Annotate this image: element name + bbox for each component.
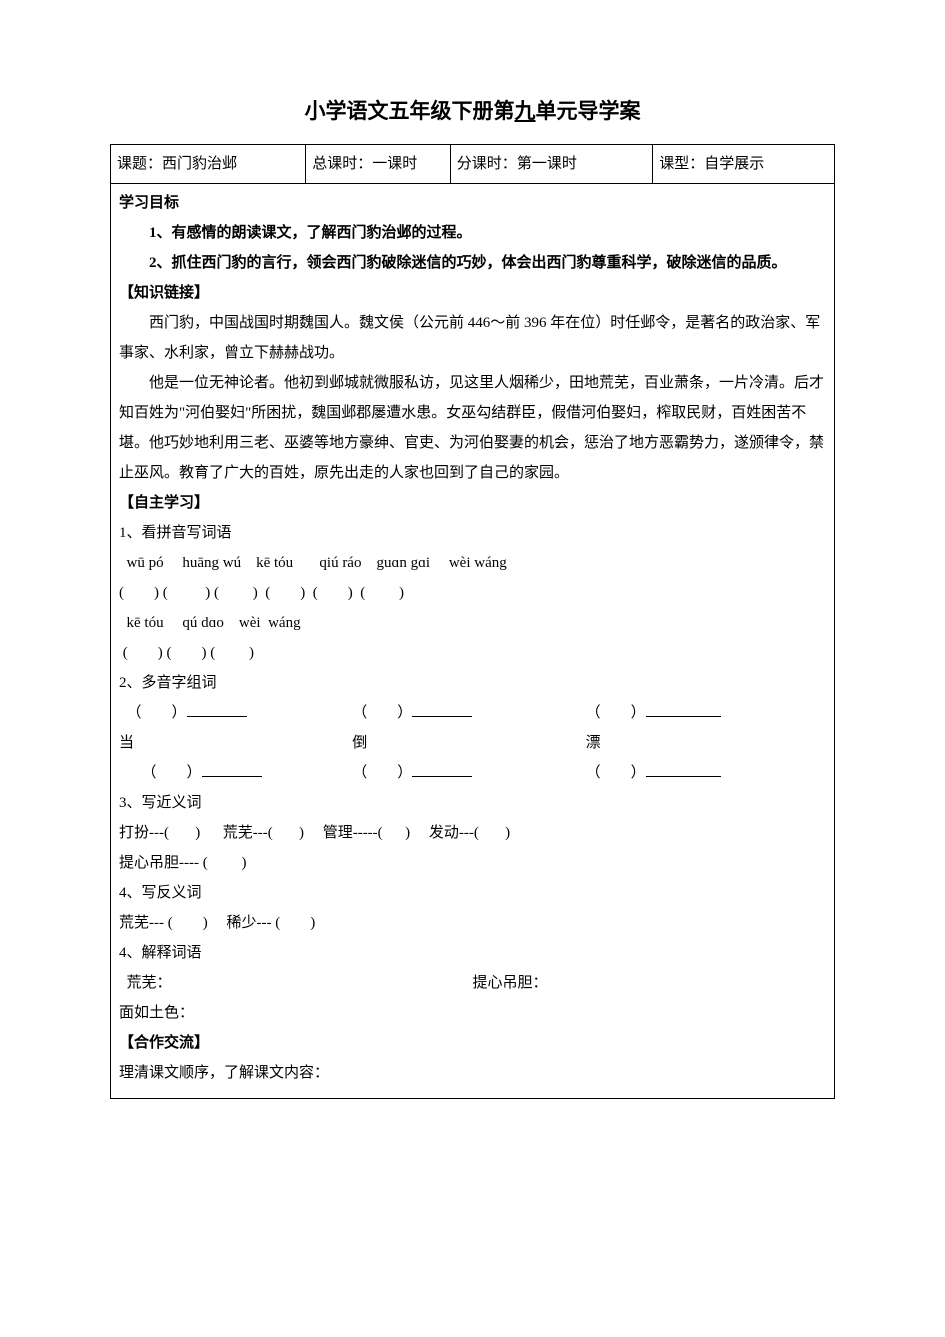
fill-blank <box>412 702 472 717</box>
cooperation-line: 理清课文顺序，了解课文内容： <box>119 1058 826 1088</box>
header-topic: 课题：西门豹治邺 <box>111 145 306 183</box>
polyphone-bottom-row: （ ） （ ） （ ） <box>119 758 826 788</box>
poly-bot-1: （ ） <box>119 758 352 788</box>
header-row: 课题：西门豹治邺 总课时：一课时 分课时：第一课时 课型：自学展示 <box>111 145 834 184</box>
header-type: 课型：自学展示 <box>653 145 834 183</box>
type-value: 自学展示 <box>704 156 764 172</box>
blank-row-2: ( ) ( ) ( ) <box>119 638 826 668</box>
goal-2: 2、抓住西门豹的言行，领会西门豹破除迷信的巧妙，体会出西门豹尊重科学，破除迷信的… <box>119 248 826 278</box>
document-box: 课题：西门豹治邺 总课时：一课时 分课时：第一课时 课型：自学展示 学习目标 1… <box>110 144 835 1099</box>
topic-label: 课题： <box>117 156 162 172</box>
total-value: 一课时 <box>372 156 417 172</box>
exercise-2-head: 2、多音字组词 <box>119 668 826 698</box>
polyphone-char-row: 当 倒 漂 <box>119 728 826 758</box>
goal-1: 1、有感情的朗读课文，了解西门豹治邺的过程。 <box>119 218 826 248</box>
exercise-3-head: 3、写近义词 <box>119 788 826 818</box>
fill-blank <box>412 762 472 777</box>
fill-blank <box>646 702 721 717</box>
title-underlined: 九 <box>515 99 536 123</box>
polyphone-top-row: （ ） （ ） （ ） <box>119 698 826 728</box>
antonym-row: 荒芜--- ( ) 稀少--- ( ) <box>119 908 826 938</box>
goals-head: 学习目标 <box>119 188 826 218</box>
poly-bot-2: （ ） <box>352 758 585 788</box>
type-label: 课型： <box>659 156 704 172</box>
sub-label: 分课时： <box>457 156 517 172</box>
sub-value: 第一课时 <box>517 156 577 172</box>
link-paragraph-1: 西门豹，中国战国时期魏国人。魏文侯（公元前 446～前 396 年在位）时任邺令… <box>119 308 826 368</box>
poly-top-1: （ ） <box>119 698 352 728</box>
poly-top-3: （ ） <box>586 698 819 728</box>
definition-row-1: 荒芜： 提心吊胆： <box>119 968 826 998</box>
blank-row-1: ( ) ( ) ( ) ( ) ( ) ( ) <box>119 578 826 608</box>
poly-char-1: 当 <box>119 728 352 758</box>
self-study-head: 【自主学习】 <box>119 488 826 518</box>
content-area: 学习目标 1、有感情的朗读课文，了解西门豹治邺的过程。 2、抓住西门豹的言行，领… <box>111 184 834 1098</box>
header-total: 总课时：一课时 <box>306 145 451 183</box>
page-title: 小学语文五年级下册第九单元导学案 <box>110 90 835 132</box>
exercise-1-head: 1、看拼音写词语 <box>119 518 826 548</box>
definition-row-2: 面如土色： <box>119 998 826 1028</box>
pinyin-row-2: kē tóu qú dɑo wèi wáng <box>119 608 826 638</box>
knowledge-link-head: 【知识链接】 <box>119 278 826 308</box>
poly-bot-3: （ ） <box>586 758 819 788</box>
title-suffix: 单元导学案 <box>536 99 641 123</box>
header-sub: 分课时：第一课时 <box>451 145 653 183</box>
fill-blank <box>646 762 721 777</box>
total-label: 总课时： <box>312 156 372 172</box>
poly-char-3: 漂 <box>586 728 819 758</box>
fill-blank <box>187 702 247 717</box>
synonym-row-2: 提心吊胆---- ( ) <box>119 848 826 878</box>
title-prefix: 小学语文五年级下册第 <box>305 99 515 123</box>
def-1a: 荒芜： <box>119 968 473 998</box>
topic-value: 西门豹治邺 <box>162 156 237 172</box>
poly-char-2: 倒 <box>352 728 585 758</box>
cooperation-head: 【合作交流】 <box>119 1028 826 1058</box>
pinyin-row-1: wū pó huāng wú kē tóu qiú ráo guɑn gɑi w… <box>119 548 826 578</box>
exercise-4-head: 4、写反义词 <box>119 878 826 908</box>
link-paragraph-2: 他是一位无神论者。他初到邺城就微服私访，见这里人烟稀少，田地荒芜，百业萧条，一片… <box>119 368 826 488</box>
fill-blank <box>202 762 262 777</box>
def-1b: 提心吊胆： <box>473 968 827 998</box>
synonym-row-1: 打扮---( ) 荒芜---( ) 管理-----( ) 发动---( ) <box>119 818 826 848</box>
poly-top-2: （ ） <box>352 698 585 728</box>
exercise-5-head: 4、解释词语 <box>119 938 826 968</box>
